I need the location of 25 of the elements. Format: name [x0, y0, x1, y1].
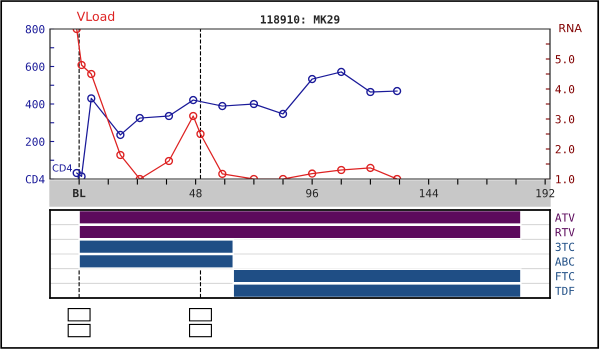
- chart-title: 118910: MK29: [260, 15, 340, 24]
- x-tick-label: 192: [536, 188, 554, 198]
- y2-tick-label: 1.0: [556, 175, 574, 184]
- x-tick-label: 144: [420, 189, 438, 198]
- y2-axis-title: RNA: [559, 24, 582, 32]
- y-tick-label: 600: [26, 62, 44, 71]
- x-tick-label: 96: [306, 188, 318, 198]
- y2-tick-label: 4.0: [555, 85, 574, 94]
- y2-tick-label: 3.0: [556, 115, 574, 124]
- series-label: CD4: [52, 164, 72, 172]
- y-tick-label: 3TC: [556, 242, 574, 252]
- x-tick-label: 48: [189, 188, 202, 198]
- y2-tick-label: 2.0: [556, 145, 574, 154]
- y-tick-label: TDF: [555, 286, 574, 295]
- y-tick-label: 800: [26, 25, 44, 34]
- x-tick-label: BL: [73, 189, 86, 198]
- y-tick-label: RTV: [556, 228, 575, 236]
- y-tick-label: CD4: [26, 175, 45, 184]
- y-tick-label: 400: [26, 100, 44, 108]
- y2-tick-label: 5.0: [556, 55, 574, 64]
- y-tick-label: FTC: [556, 272, 574, 280]
- y-tick-label: ATV: [555, 213, 575, 222]
- series-label: VLoad: [76, 11, 114, 22]
- y-tick-label: 200: [26, 138, 44, 146]
- y-tick-label: ABC: [555, 257, 574, 266]
